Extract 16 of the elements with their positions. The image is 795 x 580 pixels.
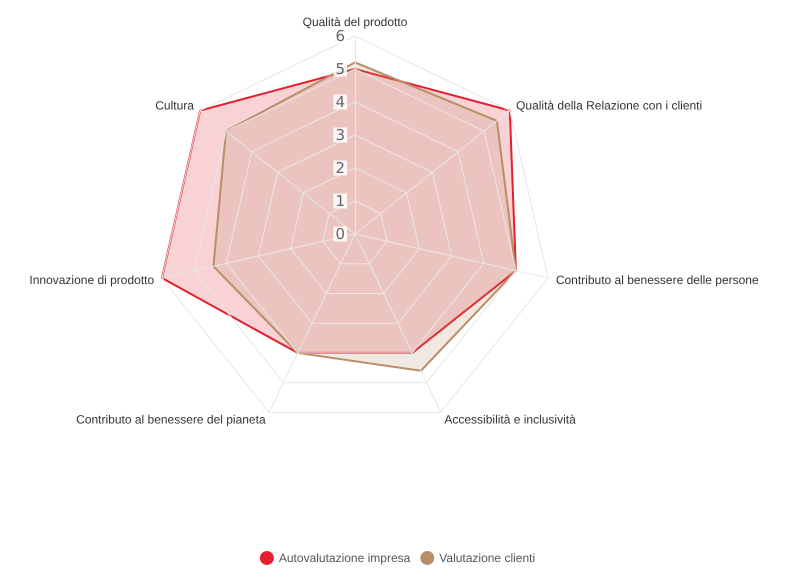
y-tick-label: 3 (335, 126, 345, 144)
y-tick-label: 2 (335, 159, 345, 177)
spoke-label: Innovazione di prodotto (29, 272, 154, 287)
legend-label: Valutazione clienti (439, 551, 536, 565)
spoke-label: Contributo al benessere delle persone (556, 272, 759, 287)
y-tick-label: 6 (335, 27, 345, 45)
spoke-label: Qualità della Relazione con i clienti (516, 98, 702, 113)
y-tick-label: 0 (335, 225, 345, 243)
legend-label: Autovalutazione impresa (278, 551, 411, 565)
y-tick-label: 5 (335, 60, 345, 78)
spoke-label: Cultura (155, 98, 194, 113)
spoke-label: Contributo al benessere del pianeta (76, 412, 266, 427)
y-tick-label: 4 (335, 93, 345, 111)
spoke-label: Accessibilità e inclusività (444, 412, 576, 427)
spoke-label: Qualità del prodotto (302, 15, 408, 29)
y-tick-label: 1 (335, 192, 345, 210)
